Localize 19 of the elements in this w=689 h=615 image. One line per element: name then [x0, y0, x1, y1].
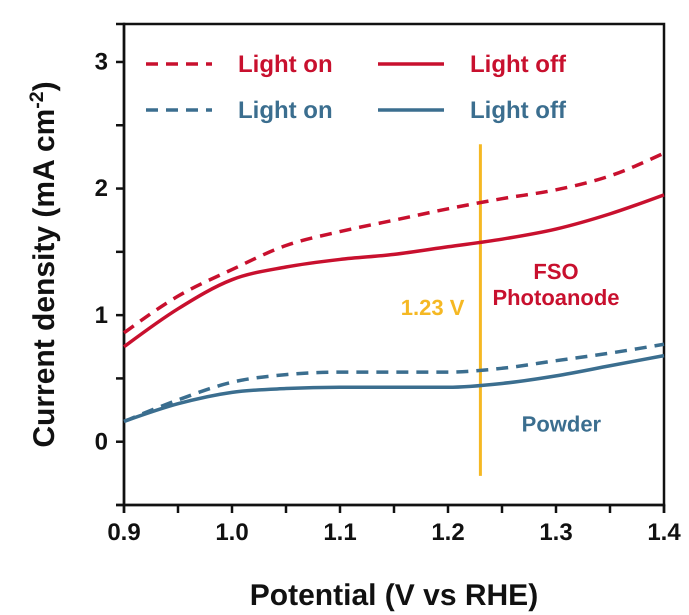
legend-label: Light off [470, 97, 567, 124]
legend-label: Light on [238, 51, 333, 78]
ref-line-label: 1.23 V [400, 295, 465, 320]
y-tick-label: 3 [94, 48, 108, 76]
x-tick-label: 1.2 [431, 519, 465, 546]
legend-label: Light off [470, 51, 567, 78]
annotation: Powder [522, 412, 602, 437]
y-tick-label: 1 [94, 302, 108, 329]
x-tick-label: 1.4 [647, 519, 682, 546]
line-series [122, 193, 666, 349]
x-tick-label: 1.0 [215, 519, 249, 546]
annotation: FSO Photoanode [492, 259, 620, 310]
legend-label: Light on [238, 97, 333, 124]
y-tick-label: 0 [94, 428, 108, 456]
x-axis-title: Potential (V vs RHE) [250, 579, 538, 612]
y-tick-label: 2 [94, 175, 108, 202]
x-tick-label: 1.1 [323, 519, 357, 546]
x-tick-label: 1.3 [539, 519, 573, 546]
x-tick-label: 0.9 [107, 519, 141, 546]
